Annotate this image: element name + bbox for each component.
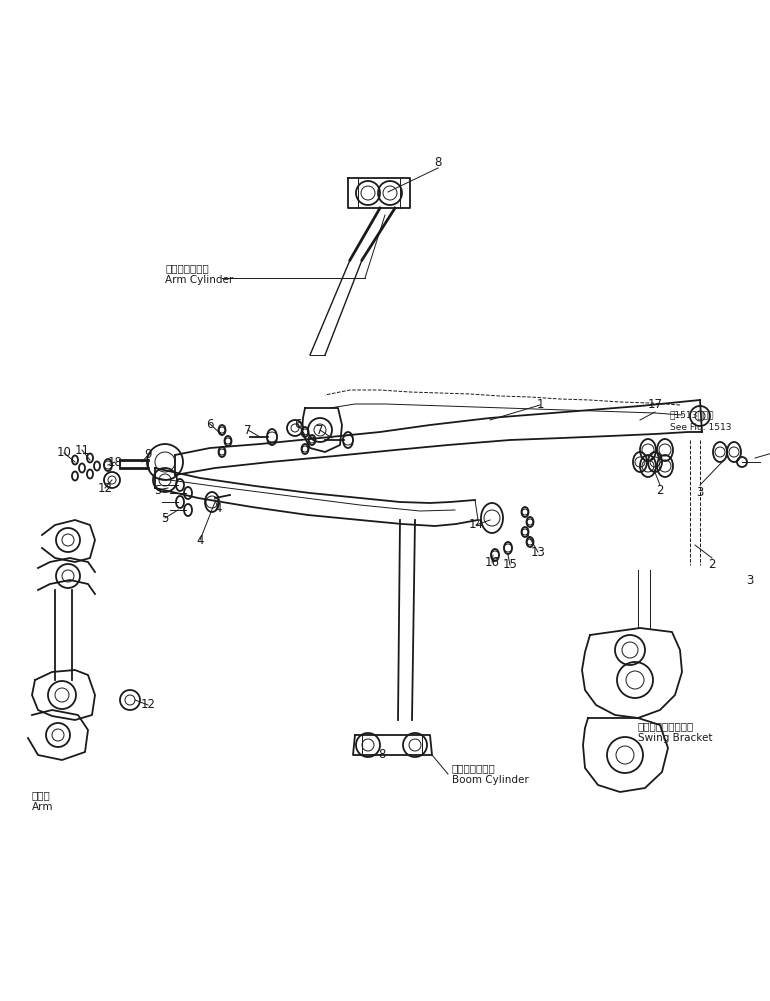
Text: 11: 11 xyxy=(75,443,89,456)
Text: 15: 15 xyxy=(503,559,517,572)
Text: アーム: アーム xyxy=(32,790,51,800)
Text: 7: 7 xyxy=(244,423,252,436)
Text: 17: 17 xyxy=(648,398,662,411)
Text: 2: 2 xyxy=(708,559,716,572)
Text: 3: 3 xyxy=(696,485,704,498)
Text: 14: 14 xyxy=(468,519,484,532)
Text: Swing Bracket: Swing Bracket xyxy=(638,733,712,743)
Text: 12: 12 xyxy=(140,699,156,712)
Text: 5: 5 xyxy=(154,483,162,496)
Text: 2: 2 xyxy=(656,483,664,496)
Text: アームシリンダ: アームシリンダ xyxy=(165,263,209,273)
Text: 4: 4 xyxy=(214,502,222,515)
Text: 12: 12 xyxy=(98,481,112,494)
Text: 6: 6 xyxy=(294,417,302,430)
Text: Arm: Arm xyxy=(32,802,53,812)
Text: 13: 13 xyxy=(531,546,545,559)
Text: ㅔ1513図参照: ㅔ1513図参照 xyxy=(670,410,715,419)
Text: 1: 1 xyxy=(536,398,544,411)
Text: 18: 18 xyxy=(108,455,122,468)
Text: 16: 16 xyxy=(484,556,500,569)
Text: 4: 4 xyxy=(196,534,204,547)
Text: 10: 10 xyxy=(56,446,72,459)
Text: スイングブラケット: スイングブラケット xyxy=(638,721,695,731)
Text: See Fig. 1513: See Fig. 1513 xyxy=(670,422,732,431)
Text: 8: 8 xyxy=(378,749,386,762)
Text: ブームシリンダ: ブームシリンダ xyxy=(452,763,496,773)
Text: Arm Cylinder: Arm Cylinder xyxy=(165,275,233,285)
Text: 7: 7 xyxy=(316,423,323,436)
Text: 5: 5 xyxy=(161,512,169,525)
Text: Boom Cylinder: Boom Cylinder xyxy=(452,775,529,785)
Text: 3: 3 xyxy=(746,574,754,587)
Text: 8: 8 xyxy=(434,155,442,168)
Text: 9: 9 xyxy=(144,448,152,461)
Text: 6: 6 xyxy=(206,417,214,430)
